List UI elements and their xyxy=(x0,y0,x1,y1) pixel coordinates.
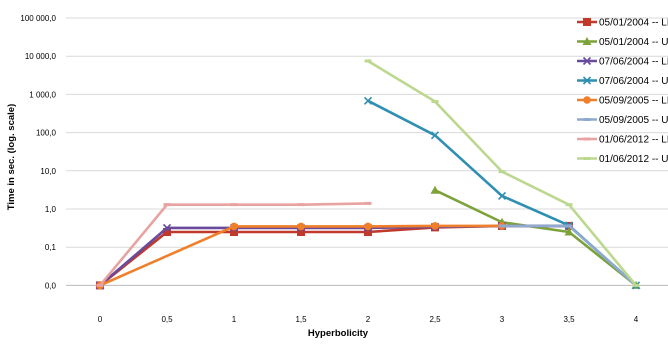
legend-swatch-marker xyxy=(582,56,592,66)
legend-label: 05/01/2004 -- UB xyxy=(599,37,668,48)
legend: 05/01/2004 -- LB 05/01/2004 -- UB 07/06/20… xyxy=(577,18,668,165)
data-series xyxy=(95,59,641,290)
data-point xyxy=(430,185,440,194)
legend-label: 01/06/2012 -- LB xyxy=(599,135,668,146)
x-axis-title: Hyperbolicity xyxy=(308,328,369,339)
data-point xyxy=(230,222,238,231)
x-tick-label: 0,5 xyxy=(161,315,173,324)
legend-item: 05/09/2005 -- UB xyxy=(577,115,668,126)
data-point xyxy=(162,223,172,232)
x-axis-tick-labels: 0 0,5 1 1,5 2 2,5 3 3,5 4 xyxy=(98,315,639,324)
data-point xyxy=(230,203,238,207)
legend-label: 05/01/2004 -- LB xyxy=(599,18,668,29)
data-point xyxy=(364,222,372,231)
data-point xyxy=(565,224,573,228)
legend-item: 05/01/2004 -- LB xyxy=(577,18,668,29)
y-tick-label: 100,0 xyxy=(36,129,57,138)
data-point xyxy=(430,131,440,140)
series-1 xyxy=(430,185,641,289)
legend-label: 05/09/2005 -- LB xyxy=(599,96,668,107)
legend-label: 05/09/2005 -- UB xyxy=(599,115,668,126)
series-line xyxy=(98,202,369,287)
data-point xyxy=(364,59,372,63)
legend-item: 07/06/2004 -- LB xyxy=(577,57,668,68)
x-tick-label: 2,5 xyxy=(429,315,441,324)
legend-label: 07/06/2004 -- UB xyxy=(599,76,668,87)
data-point xyxy=(363,96,373,105)
data-point xyxy=(297,203,305,207)
x-tick-label: 3,5 xyxy=(563,315,575,324)
legend-item: 01/06/2012 -- LB xyxy=(577,135,668,146)
y-axis-title: Time in sec. (log. scale) xyxy=(6,104,17,210)
legend-swatch-marker xyxy=(582,37,592,45)
series-3 xyxy=(363,96,641,290)
series-line xyxy=(367,99,637,287)
y-tick-label: 0,1 xyxy=(45,243,57,252)
x-tick-label: 0 xyxy=(98,315,103,324)
data-point xyxy=(297,222,305,231)
y-tick-label: 10 000,0 xyxy=(25,52,57,61)
series-4 xyxy=(96,222,506,290)
legend-swatch-marker xyxy=(583,96,591,104)
legend-swatch-marker xyxy=(583,157,591,160)
legend-item: 05/09/2005 -- LB xyxy=(577,96,668,107)
data-point xyxy=(163,203,171,207)
legend-label: 01/06/2012 -- UB xyxy=(599,154,668,165)
x-tick-label: 1 xyxy=(232,315,237,324)
y-tick-label: 0,0 xyxy=(45,281,57,290)
data-point xyxy=(498,170,506,174)
data-point xyxy=(498,224,506,228)
y-axis-tick-labels: 0,0 0,1 1,0 10,0 100,0 1 000,0 10 000,0 100 000… xyxy=(20,14,56,290)
legend-swatch-marker xyxy=(583,137,591,141)
legend-swatch-marker xyxy=(583,118,591,121)
legend-item: 01/06/2012 -- UB xyxy=(577,154,668,165)
data-point xyxy=(431,222,439,230)
data-point xyxy=(565,203,573,207)
x-tick-label: 4 xyxy=(634,315,639,324)
data-point xyxy=(564,227,574,236)
legend-label: 07/06/2004 -- LB xyxy=(599,57,668,68)
grid-lines xyxy=(66,17,668,286)
legend-swatch-marker xyxy=(582,76,592,85)
y-tick-label: 1,0 xyxy=(45,205,57,214)
series-6 xyxy=(96,201,372,287)
x-tick-label: 2 xyxy=(366,315,371,324)
data-point xyxy=(96,283,104,287)
data-point xyxy=(364,201,372,205)
legend-swatch-marker xyxy=(583,18,591,26)
legend-item: 05/01/2004 -- UB xyxy=(577,37,668,48)
series-7 xyxy=(364,59,640,287)
data-point xyxy=(497,191,507,200)
data-point xyxy=(632,283,640,287)
data-point xyxy=(431,100,439,104)
y-tick-label: 10,0 xyxy=(40,167,56,176)
series-line xyxy=(99,224,502,287)
y-tick-label: 1 000,0 xyxy=(29,90,56,99)
legend-item: 07/06/2004 -- UB xyxy=(577,76,668,87)
x-tick-label: 1,5 xyxy=(295,315,307,324)
x-tick-label: 3 xyxy=(500,315,505,324)
series-line xyxy=(434,189,637,287)
y-tick-label: 100 000,0 xyxy=(20,14,56,23)
